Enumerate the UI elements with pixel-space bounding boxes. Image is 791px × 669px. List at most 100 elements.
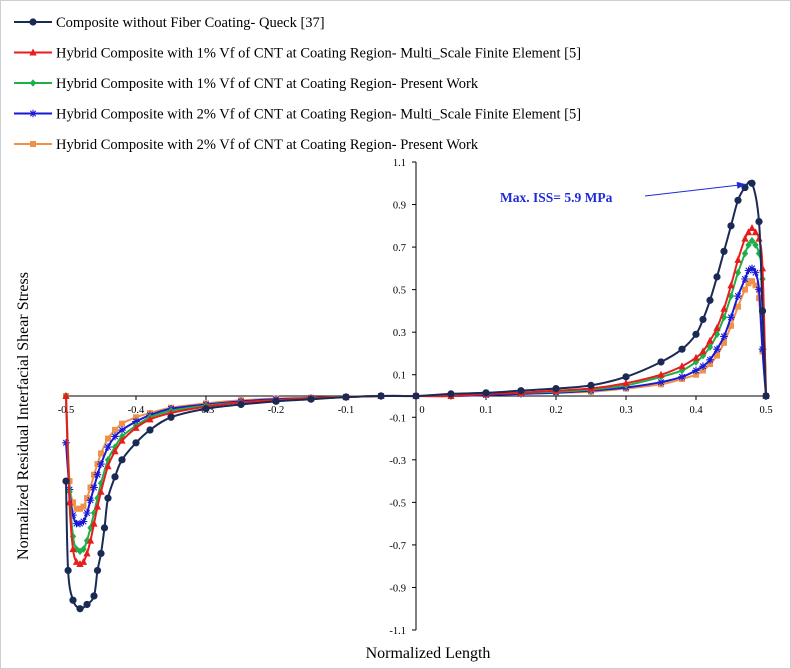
data-point	[758, 307, 767, 315]
data-point	[706, 356, 714, 364]
data-point	[64, 566, 72, 575]
data-point	[692, 330, 700, 338]
data-point	[307, 395, 315, 403]
x-tick-label: 0.1	[479, 405, 492, 416]
data-point	[728, 322, 734, 329]
data-point	[132, 417, 140, 426]
data-point	[622, 379, 630, 387]
legend-label: Hybrid Composite with 2% Vf of CNT at Co…	[56, 137, 479, 153]
data-point	[762, 392, 770, 400]
data-point	[118, 426, 126, 434]
data-point	[100, 524, 109, 532]
data-point	[745, 241, 752, 249]
legend-item: Hybrid Composite with 1% Vf of CNT at Co…	[14, 46, 581, 62]
data-point	[713, 345, 721, 353]
data-point	[741, 234, 749, 242]
y-tick-label: -1.1	[389, 626, 406, 637]
data-point	[132, 423, 140, 431]
data-point	[86, 536, 95, 544]
data-point	[97, 549, 105, 558]
x-tick-label: 0.4	[689, 405, 703, 416]
x-tick-label: -0.4	[128, 405, 145, 416]
data-point	[758, 345, 767, 353]
data-point	[720, 304, 728, 312]
data-point	[751, 228, 760, 236]
data-point	[86, 496, 95, 505]
data-point	[713, 273, 721, 281]
data-point	[62, 392, 70, 399]
annotation-arrowhead	[736, 181, 746, 189]
x-tick-label: -0.2	[268, 405, 285, 416]
legend-label: Hybrid Composite with 1% Vf of CNT at Co…	[56, 46, 581, 62]
data-point	[111, 443, 119, 451]
data-point	[111, 447, 119, 455]
x-tick-label: 0.2	[549, 405, 562, 416]
data-point	[77, 505, 83, 512]
data-point	[517, 387, 525, 395]
data-point	[112, 427, 118, 434]
data-point	[76, 519, 84, 528]
data-point	[104, 443, 112, 451]
data-point	[105, 435, 111, 442]
max-iss-annotation: Max. ISS= 5.9 MPa	[500, 190, 613, 205]
data-point	[377, 392, 385, 400]
data-point	[699, 347, 707, 355]
data-point	[734, 292, 742, 300]
y-axis-title: Normalized Residual Interfacial Shear St…	[15, 272, 32, 560]
data-point	[237, 400, 245, 409]
y-tick-label: -0.9	[389, 583, 406, 594]
x-tick-label: 0.3	[619, 405, 632, 416]
data-point	[745, 280, 752, 287]
data-point	[83, 536, 91, 545]
data-point	[167, 413, 175, 421]
data-point	[69, 596, 77, 604]
series-1	[62, 179, 770, 613]
data-point	[133, 414, 139, 421]
data-point	[111, 473, 119, 481]
legend-label: Hybrid Composite with 2% Vf of CNT at Co…	[56, 107, 581, 123]
data-point	[734, 268, 742, 277]
data-point	[741, 249, 749, 258]
data-point	[714, 352, 720, 359]
legend-label: Composite without Fiber Coating- Queck […	[56, 15, 325, 31]
data-point	[587, 381, 595, 389]
data-point	[73, 505, 80, 512]
legend-marker	[29, 48, 37, 56]
data-point	[104, 462, 112, 470]
data-point	[76, 547, 84, 556]
data-point	[84, 495, 90, 502]
data-point	[692, 353, 700, 361]
y-tick-label: -0.3	[389, 456, 406, 467]
data-point	[752, 241, 759, 249]
data-point	[447, 390, 455, 398]
y-tick-label: 0.3	[393, 328, 406, 339]
legend-item: Composite without Fiber Coating- Queck […	[14, 15, 325, 31]
data-point	[272, 397, 280, 405]
data-point	[482, 389, 490, 397]
data-point	[734, 196, 742, 204]
data-point	[79, 517, 88, 526]
data-point	[678, 362, 686, 370]
data-point	[146, 426, 154, 434]
data-point	[748, 179, 756, 187]
data-point	[706, 336, 714, 344]
data-point	[104, 494, 112, 502]
data-point	[62, 439, 70, 447]
data-point	[83, 600, 91, 609]
data-point	[741, 275, 749, 283]
legend-item: Hybrid Composite with 2% Vf of CNT at Co…	[14, 137, 479, 153]
data-point	[97, 460, 105, 468]
data-point	[657, 378, 665, 386]
data-point	[755, 217, 763, 226]
y-tick-label: -0.1	[389, 413, 406, 424]
data-point	[727, 281, 735, 289]
data-point	[720, 247, 728, 255]
data-point	[90, 483, 98, 492]
data-point	[657, 370, 665, 378]
data-point	[93, 502, 102, 510]
data-point	[748, 264, 756, 273]
data-point	[93, 566, 102, 575]
annotation-arrow	[644, 183, 747, 197]
data-point	[342, 393, 350, 401]
data-point	[69, 545, 77, 553]
